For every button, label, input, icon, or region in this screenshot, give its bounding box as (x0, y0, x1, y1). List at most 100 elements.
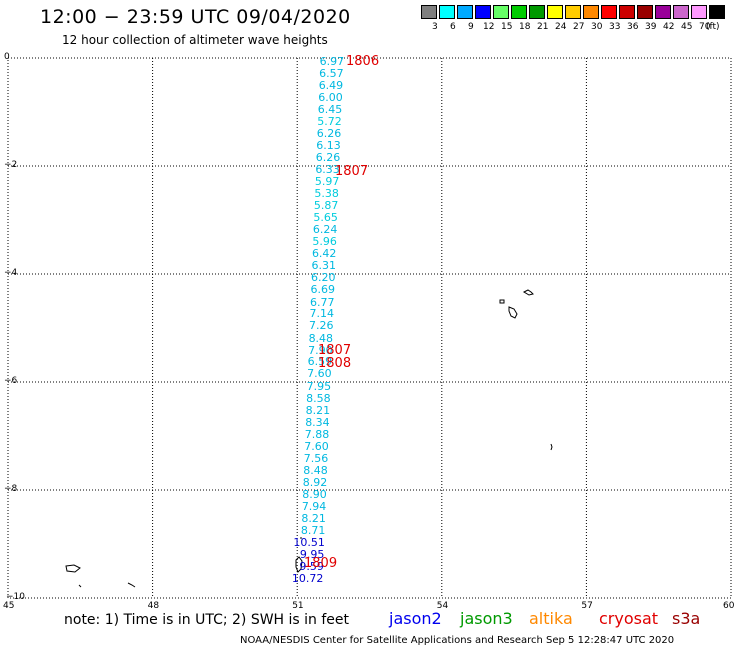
satellite-label-jason2: jason2 (389, 609, 442, 628)
satellite-label-s3a: s3a (672, 609, 701, 628)
legend-label: 27 (573, 22, 585, 32)
satellite-label-jason3: jason3 (460, 609, 513, 628)
legend-swatch (439, 5, 455, 19)
legend-swatch (709, 5, 725, 19)
wave-height-label: 8.90 (302, 487, 327, 501)
wave-height-label: 6.69 (310, 283, 336, 297)
seychelles-islands (499, 289, 553, 451)
pass-number-label: 1807 (318, 342, 352, 358)
legend-label: 24 (555, 22, 567, 32)
pass-number-label: 1808 (318, 356, 352, 372)
latitude-tick-label: −6 (4, 376, 18, 386)
satellite-label-cryosat: cryosat (599, 609, 659, 628)
legend-label: 15 (501, 22, 513, 32)
wave-height-label: 6.49 (318, 79, 344, 92)
wave-height-label: 7.90 (308, 343, 333, 357)
legend-label: 9 (468, 22, 474, 32)
legend-swatch (673, 5, 689, 19)
legend-label: 33 (609, 22, 621, 32)
page-title: 12:00 − 23:59 UTC 09/04/2020 (40, 6, 351, 28)
wave-height-label: 8.92 (302, 475, 328, 489)
longitude-tick-label: 54 (436, 601, 449, 611)
wave-height-label: 6.20 (310, 271, 336, 285)
longitude-tick-label: 57 (581, 601, 593, 611)
wave-height-label: 5.65 (313, 211, 338, 225)
legend-label: 70 (699, 22, 711, 32)
wave-height-label: 5.38 (314, 187, 339, 200)
wave-height-label: 6.59 (307, 355, 333, 369)
legend-label: 39 (645, 22, 657, 32)
wave-height-label: 8.71 (300, 523, 326, 537)
wave-height-label: 7.56 (303, 451, 329, 465)
legend-swatch (457, 5, 473, 19)
wave-height-label: 8.21 (305, 403, 331, 417)
latitude-tick-label: −4 (4, 268, 18, 278)
wave-height-label: 6.24 (312, 223, 338, 237)
wave-height-label: 10.51 (293, 535, 325, 549)
longitude-tick-label: 45 (3, 601, 15, 611)
wave-height-label: 6.77 (310, 295, 335, 309)
latitude-tick-label: −10 (6, 592, 25, 602)
wave-height-label: 9.95 (299, 548, 325, 562)
legend-label: 6 (450, 22, 456, 32)
gridlines (8, 58, 731, 598)
wave-height-label: 5.87 (313, 198, 339, 212)
legend-swatch (601, 5, 617, 19)
legend-swatch (529, 5, 545, 19)
wave-height-label: 9.59 (299, 560, 324, 574)
wave-height-label: 6.00 (318, 90, 343, 104)
amirante-islands (65, 537, 303, 588)
wave-height-label: 5.96 (312, 235, 337, 249)
legend-swatch (475, 5, 491, 19)
map-frame (7, 57, 732, 599)
wave-height-label: 5.72 (317, 114, 342, 128)
legend-swatch (655, 5, 671, 19)
satellite-label-altika: altika (529, 609, 573, 628)
legend-label: 36 (627, 22, 639, 32)
wave-height-label: 6.57 (319, 66, 344, 80)
legend-label: (ft) (706, 22, 720, 32)
wave-height-label: 7.94 (301, 500, 327, 514)
wave-height-label: 7.95 (306, 379, 332, 393)
wave-height-label: 8.48 (308, 331, 334, 345)
wave-height-label: 8.21 (301, 512, 326, 526)
wave-height-label: 6.26 (316, 127, 342, 141)
wave-height-label: 7.88 (304, 427, 330, 441)
latitude-tick-label: −8 (4, 484, 18, 494)
wave-height-label: 6.33 (315, 163, 340, 177)
legend-label: 21 (537, 22, 549, 32)
legend-swatch (619, 5, 635, 19)
wave-height-label: 8.34 (305, 415, 330, 429)
legend-swatch (547, 5, 563, 19)
latitude-tick-label: 0 (4, 52, 10, 62)
page-subtitle: 12 hour collection of altimeter wave hei… (62, 33, 328, 47)
wave-height-label: 7.60 (304, 439, 329, 453)
legend-swatch (421, 5, 437, 19)
wave-height-label: 6.45 (317, 102, 343, 116)
wave-height-label: 6.42 (311, 247, 337, 261)
wave-height-label: 5.97 (314, 175, 340, 189)
wave-height-label: 7.60 (307, 367, 332, 381)
legend-swatch (691, 5, 707, 19)
wave-height-label: 6.97 (319, 54, 345, 68)
note-text: note: 1) Time is in UTC; 2) SWH is in fe… (64, 612, 350, 628)
wave-height-label: 6.26 (315, 150, 341, 164)
wave-height-label: 6.31 (311, 259, 336, 273)
wave-height-label: 10.72 (291, 572, 324, 586)
longitude-tick-label: 60 (723, 601, 735, 611)
legend-label: 12 (483, 22, 495, 32)
wave-height-label: 8.58 (306, 391, 331, 405)
legend-label: 3 (432, 22, 438, 32)
longitude-tick-label: 48 (147, 601, 160, 611)
credit-text: NOAA/NESDIS Center for Satellite Applica… (240, 635, 675, 646)
wave-height-label: 8.48 (303, 464, 328, 478)
wave-height-label: 6.13 (316, 138, 341, 152)
legend-swatch (511, 5, 527, 19)
legend-label: 30 (591, 22, 603, 32)
wave-height-label: 7.14 (309, 307, 335, 321)
pass-number-label: 1807 (335, 164, 369, 180)
legend-label: 45 (681, 22, 693, 32)
legend-swatch (565, 5, 581, 19)
legend-swatch (583, 5, 599, 19)
